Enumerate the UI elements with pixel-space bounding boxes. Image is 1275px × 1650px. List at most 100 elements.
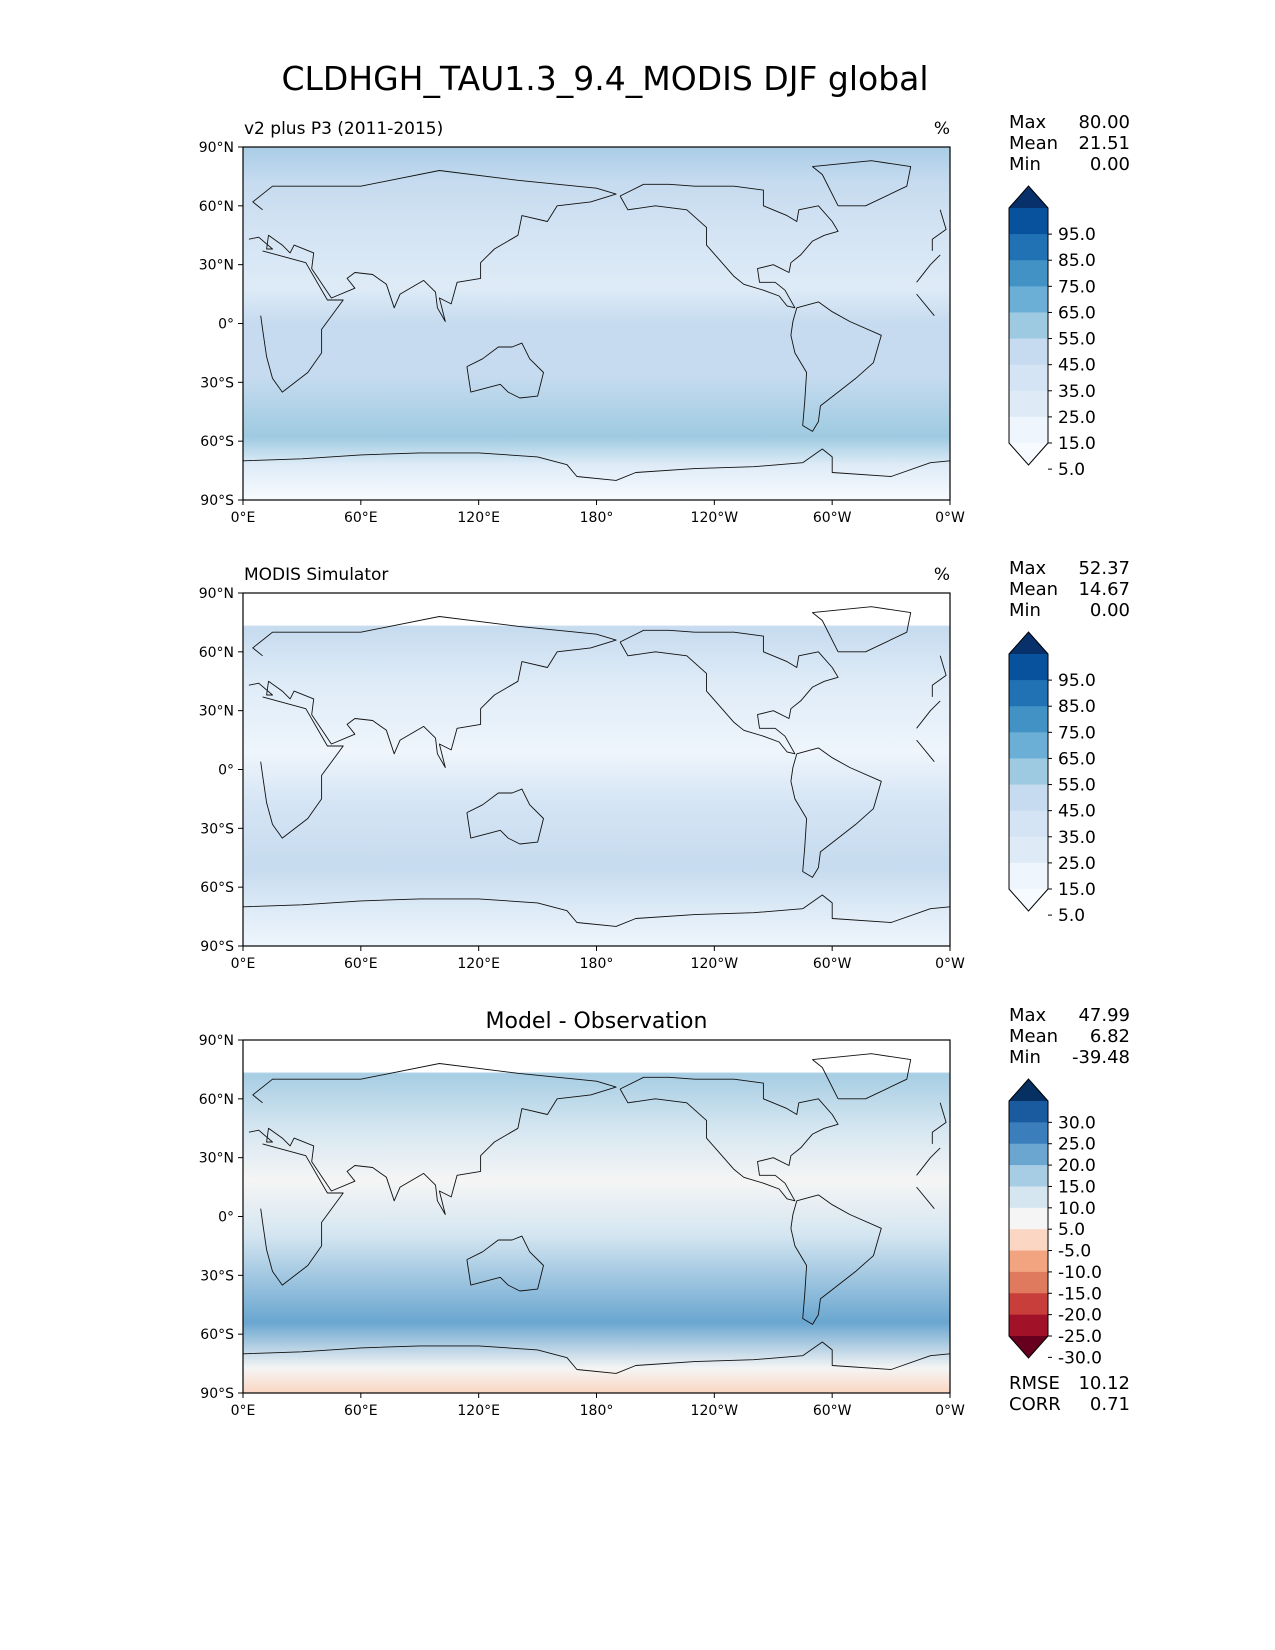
colorbar-tick-label: 15.0 [1058,880,1096,900]
lon-tick-label: 120°W [691,1403,739,1419]
coastline-africa [916,739,935,762]
lon-tick-label: 0°E [231,510,256,526]
colorbar-tick-label: -30.0 [1058,1348,1102,1368]
coastline-africa [260,250,344,393]
colorbar-tick-label: 25.0 [1058,1135,1096,1155]
colorbar-segment [1009,1271,1048,1294]
panel-center-title: Model - Observation [486,1009,708,1034]
colorbar-tick-label: 85.0 [1058,251,1096,271]
stat-value-mean: 14.67 [1078,579,1130,600]
lat-tick-label: 60°N [199,645,234,661]
colorbar-extend-min [1009,889,1048,911]
coastline-australia [466,342,544,399]
coastlines [242,606,951,927]
map-field [243,593,950,946]
lon-tick-label: 180° [580,956,614,972]
lon-tick-label: 60°W [813,956,852,972]
stat-label-min: Min [1009,600,1041,621]
colorbar-segment [1009,1186,1048,1209]
coastline-australia [466,788,544,845]
colorbar-segment [1009,758,1048,786]
colorbar-segment [1009,364,1048,392]
colorbar-tick-label: 5.0 [1058,906,1085,926]
colorbar-segment [1009,416,1048,444]
colorbar-extend-min [1009,1336,1048,1358]
map-field [243,1040,950,1393]
colorbar-segment [1009,1143,1048,1166]
coastline-samerica [790,747,882,878]
stat-value-max: 52.37 [1078,558,1130,579]
coastline-antarctica [242,894,951,927]
colorbar-segment [1009,784,1048,812]
colorbar-tick-label: 25.0 [1058,408,1096,428]
stat-value-max: 47.99 [1078,1005,1130,1026]
coastline-eurasia [248,170,617,322]
colorbar-segment [1009,312,1048,340]
lat-tick-label: 0° [218,317,234,333]
lat-tick-label: 30°N [199,258,234,274]
coastline-eurasia [931,655,947,697]
colorbar-tick-label: 65.0 [1058,303,1096,323]
colorbar-tick-label: 10.0 [1058,1199,1096,1219]
lon-tick-label: 0°W [935,956,965,972]
coastline-samerica [790,301,882,432]
colorbar-segment [1009,208,1048,235]
colorbar-tick-label: 5.0 [1058,460,1085,480]
colorbar-tick-label: 75.0 [1058,723,1096,743]
lon-tick-label: 60°E [344,1403,378,1419]
lon-tick-label: 180° [580,1403,614,1419]
colorbar-tick-label: 25.0 [1058,854,1096,874]
colorbar-tick-label: 15.0 [1058,1177,1096,1197]
colorbar-segment [1009,862,1048,890]
panel-units: % [934,119,950,139]
coastline-africa [916,293,935,316]
coastline-eurasia [931,209,947,251]
lat-tick-label: 30°S [200,821,234,837]
colorbar-tick-label: -25.0 [1058,1327,1102,1347]
colorbar-segment [1009,1314,1048,1337]
coastlines [242,1053,951,1374]
lon-tick-label: 0°E [231,956,256,972]
stat-value-max: 80.00 [1078,112,1130,133]
map-panel-diff: 0°E 60°E 120°E 180° 120°W 60°W 0°W 90°N 60°N 30°N… [199,1005,1130,1419]
stat-value-rmse: 10.12 [1078,1373,1130,1394]
stat-label-mean: Mean [1009,1026,1058,1047]
lon-tick-label: 0°W [935,1403,965,1419]
stat-label-rmse: RMSE [1009,1373,1060,1394]
lon-tick-label: 60°E [344,956,378,972]
stat-value-min: 0.00 [1090,154,1130,175]
colorbar-tick-label: -5.0 [1058,1242,1091,1262]
lat-tick-label: 0° [218,1210,234,1226]
colorbar-tick-label: 85.0 [1058,697,1096,717]
colorbar-tick-label: 35.0 [1058,382,1096,402]
coastline-africa [916,700,941,729]
colorbar-tick-label: 75.0 [1058,277,1096,297]
lat-tick-label: 90°N [199,586,234,602]
colorbar-extend-max [1009,186,1048,208]
coastline-samerica [790,1194,882,1325]
coastline-africa [260,696,344,839]
colorbar-tick-label: -15.0 [1058,1284,1102,1304]
lat-tick-label: 90°N [199,1033,234,1049]
coastline-antarctica [242,1341,951,1374]
colorbar: 95.0 85.0 75.0 65.0 55.0 45.0 35.0 25.0 15.0 5.0 [1008,631,1096,926]
lon-tick-label: 120°W [691,510,739,526]
stat-label-max: Max [1009,1005,1047,1026]
colorbar-segment [1009,680,1048,707]
panel-left-title: MODIS Simulator [244,565,388,585]
coastline-eurasia [248,1063,617,1215]
colorbar-tick-label: 5.0 [1058,1220,1085,1240]
lat-tick-label: 90°N [199,140,234,156]
lat-tick-label: 60°N [199,199,234,215]
lon-tick-label: 60°W [813,510,852,526]
stat-label-max: Max [1009,112,1047,133]
colorbar-tick-label: -20.0 [1058,1306,1102,1326]
map-field [243,147,950,500]
colorbar-tick-label: 45.0 [1058,802,1096,822]
lat-tick-label: 90°S [200,939,234,955]
lat-tick-label: 60°N [199,1092,234,1108]
lon-tick-label: 120°E [457,956,500,972]
colorbar-segment [1009,706,1048,733]
colorbar-tick-label: 55.0 [1058,776,1096,796]
